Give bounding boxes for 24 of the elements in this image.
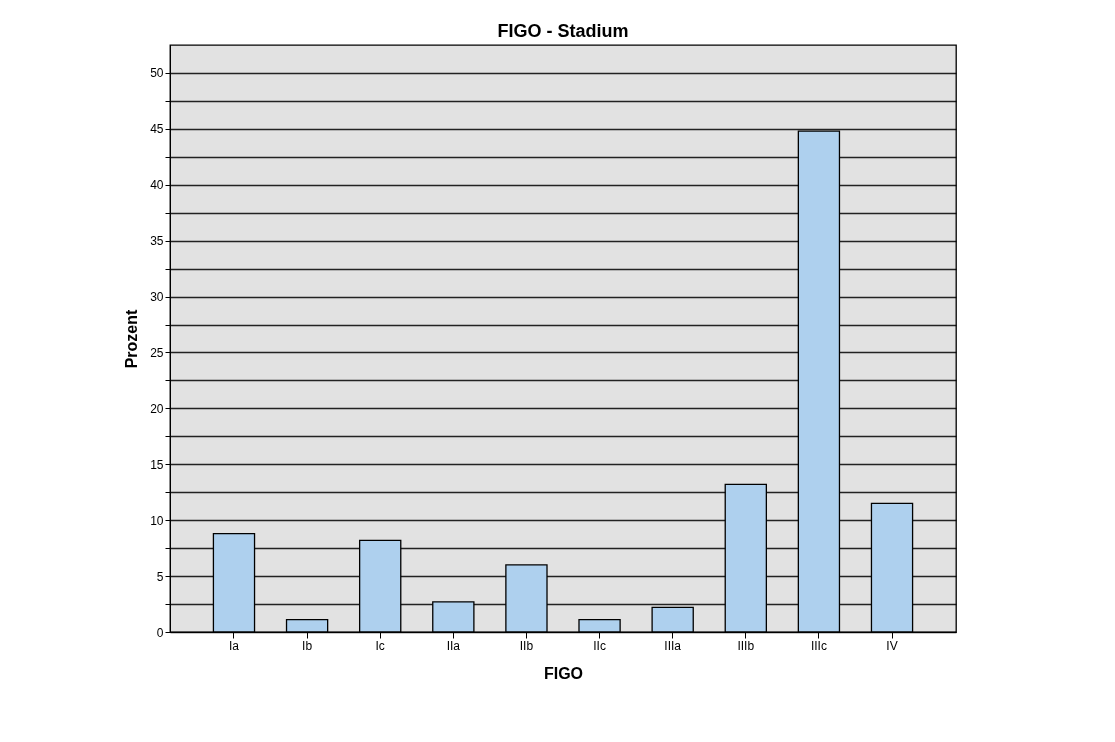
x-tick-label: Ia [228, 638, 240, 653]
y-tick-label: 50 [150, 66, 164, 81]
y-tick-label: 40 [150, 178, 164, 193]
x-tick-label: IIIc [810, 638, 827, 653]
x-tick-label: IIc [593, 638, 606, 653]
y-tick-label: 5 [156, 569, 164, 584]
x-tick-label: IIb [519, 638, 534, 653]
y-tick-label: 25 [150, 345, 164, 360]
y-tick-label: 15 [150, 457, 164, 472]
y-axis-title: Prozent [123, 308, 141, 369]
x-tick-label: IIIb [737, 638, 755, 653]
y-tick-label: 0 [156, 625, 164, 640]
chart-title: FIGO - Stadium [497, 21, 629, 41]
x-tick-label: Ic [375, 638, 385, 653]
x-tick-label: Ib [302, 638, 313, 653]
y-tick-label: 20 [150, 401, 164, 416]
y-tick-label: 10 [150, 513, 164, 528]
y-tick-label: 30 [150, 290, 164, 305]
x-tick-label: IIa [446, 638, 461, 653]
y-tick-label: 35 [150, 234, 164, 249]
x-tick-label: IIIa [664, 638, 682, 653]
x-axis-title: FIGO [543, 664, 584, 682]
x-tick-label: IV [886, 638, 898, 653]
y-tick-label: 45 [150, 122, 164, 137]
